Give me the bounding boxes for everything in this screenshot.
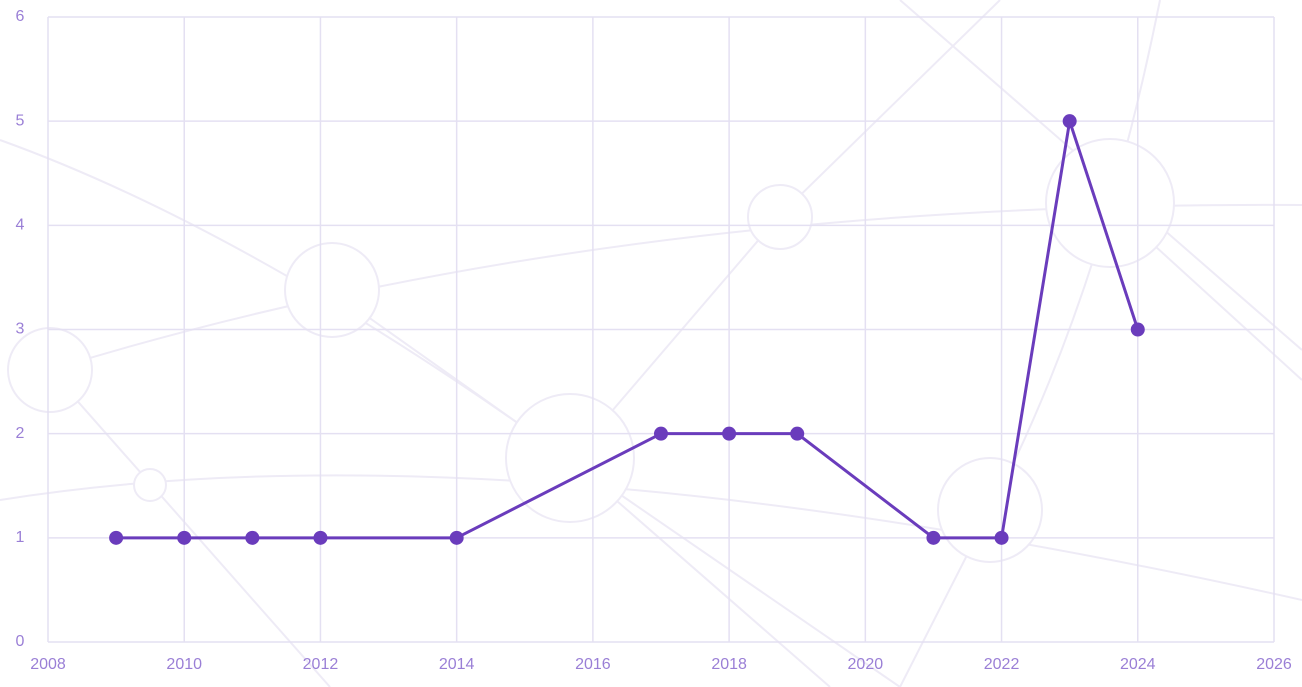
data-point bbox=[722, 427, 736, 441]
data-point bbox=[1063, 114, 1077, 128]
data-point bbox=[926, 531, 940, 545]
x-tick-label: 2010 bbox=[166, 656, 202, 673]
x-tick-label: 2018 bbox=[711, 656, 747, 673]
x-tick-label: 2020 bbox=[848, 656, 884, 673]
background-network bbox=[0, 0, 1302, 687]
data-point bbox=[790, 427, 804, 441]
y-tick-label: 0 bbox=[16, 633, 25, 650]
data-point bbox=[1131, 323, 1145, 337]
data-point bbox=[450, 531, 464, 545]
x-tick-label: 2016 bbox=[575, 656, 611, 673]
data-point bbox=[654, 427, 668, 441]
x-tick-label: 2012 bbox=[303, 656, 339, 673]
y-tick-label: 4 bbox=[16, 217, 25, 234]
data-point bbox=[109, 531, 123, 545]
x-tick-label: 2024 bbox=[1120, 656, 1156, 673]
y-tick-label: 6 bbox=[16, 8, 25, 25]
x-tick-label: 2014 bbox=[439, 656, 475, 673]
chart: 0 1 2 3 4 5 6 2008 2010 2012 2014 2016 2018 2020 2022 2… bbox=[0, 0, 1302, 687]
y-tick-label: 2 bbox=[16, 425, 25, 442]
data-point bbox=[245, 531, 259, 545]
x-tick-label: 2026 bbox=[1256, 656, 1292, 673]
data-point bbox=[177, 531, 191, 545]
data-point bbox=[313, 531, 327, 545]
data-point bbox=[995, 531, 1009, 545]
x-tick-label: 2022 bbox=[984, 656, 1020, 673]
y-tick-label: 5 bbox=[16, 112, 25, 129]
y-tick-label: 1 bbox=[16, 529, 25, 546]
y-tick-label: 3 bbox=[16, 321, 25, 338]
x-tick-label: 2008 bbox=[30, 656, 66, 673]
